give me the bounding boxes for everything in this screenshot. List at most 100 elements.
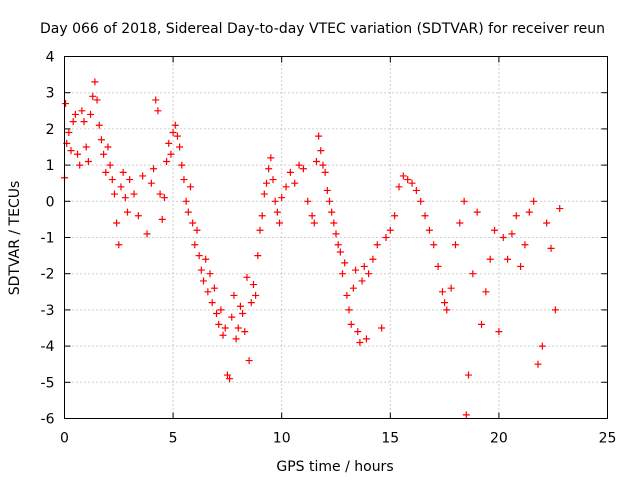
data-point xyxy=(362,335,370,343)
data-point xyxy=(97,136,105,144)
data-point xyxy=(530,197,538,205)
data-point xyxy=(139,172,147,180)
data-point xyxy=(243,273,251,281)
data-point xyxy=(184,208,192,216)
data-point xyxy=(260,190,268,198)
data-point xyxy=(310,219,318,227)
data-point xyxy=(273,208,281,216)
data-point xyxy=(154,107,162,115)
data-point xyxy=(547,244,555,252)
data-point xyxy=(464,371,472,379)
data-point xyxy=(115,241,123,249)
data-point xyxy=(408,179,416,187)
x-tick-label: 25 xyxy=(599,431,617,447)
data-point xyxy=(223,371,231,379)
data-point xyxy=(215,320,223,328)
data-point xyxy=(315,132,323,140)
data-point xyxy=(234,324,242,332)
data-point xyxy=(104,143,112,151)
data-point xyxy=(556,205,564,213)
x-axis-title: GPS time / hours xyxy=(276,459,393,475)
x-tick-label: 5 xyxy=(169,431,178,447)
data-point xyxy=(110,190,118,198)
y-tick-label: -4 xyxy=(41,339,55,355)
data-point xyxy=(180,176,188,184)
data-point xyxy=(102,168,110,176)
y-tick-label: -6 xyxy=(41,412,55,428)
data-point xyxy=(538,342,546,350)
data-point xyxy=(325,197,333,205)
data-point xyxy=(345,306,353,314)
data-point xyxy=(195,252,203,260)
data-point xyxy=(473,208,481,216)
data-point xyxy=(67,147,75,155)
y-tick-label: -1 xyxy=(41,231,55,247)
data-point xyxy=(308,212,316,220)
data-point xyxy=(462,411,470,419)
data-point xyxy=(169,129,177,137)
data-point xyxy=(232,335,240,343)
data-point xyxy=(126,176,134,184)
data-point xyxy=(534,360,542,368)
data-point xyxy=(62,100,70,108)
data-point xyxy=(517,262,525,270)
data-point xyxy=(247,299,255,307)
data-point xyxy=(512,212,520,220)
data-point xyxy=(69,118,77,126)
data-point xyxy=(365,270,373,278)
y-tick-label: 4 xyxy=(46,50,55,66)
data-point xyxy=(213,310,221,318)
data-point xyxy=(360,262,368,270)
data-point xyxy=(276,219,284,227)
data-point xyxy=(286,168,294,176)
data-point xyxy=(265,165,273,173)
data-point xyxy=(271,197,279,205)
data-point xyxy=(356,338,364,346)
data-point xyxy=(108,176,116,184)
data-point xyxy=(499,234,507,241)
x-tick-label: 20 xyxy=(490,431,508,447)
data-point xyxy=(113,219,121,227)
data-point xyxy=(249,281,257,289)
y-tick-label: 1 xyxy=(46,158,55,174)
data-point xyxy=(412,186,420,194)
data-point xyxy=(206,270,214,278)
data-point xyxy=(89,92,97,100)
x-tick-label: 0 xyxy=(60,431,69,447)
data-point xyxy=(163,157,171,165)
data-point xyxy=(91,78,99,86)
data-point xyxy=(258,212,266,220)
data-point xyxy=(291,179,299,187)
y-tick-label: 3 xyxy=(46,86,55,102)
data-point xyxy=(504,255,512,263)
data-point xyxy=(134,212,142,220)
x-tick-label: 15 xyxy=(381,431,399,447)
data-point xyxy=(491,226,499,234)
data-point xyxy=(210,284,218,292)
data-point xyxy=(339,270,347,278)
data-point xyxy=(87,110,95,118)
data-point xyxy=(156,190,164,198)
data-point xyxy=(328,208,336,216)
data-point xyxy=(525,208,533,216)
data-point xyxy=(378,324,386,332)
data-point xyxy=(160,194,168,202)
data-point xyxy=(438,288,446,296)
x-tick-label: 10 xyxy=(273,431,291,447)
data-point xyxy=(239,310,247,318)
data-point xyxy=(456,219,464,227)
plot-frame xyxy=(64,56,608,419)
data-point xyxy=(84,157,92,165)
data-point xyxy=(299,165,307,173)
data-point xyxy=(551,306,559,314)
data-point xyxy=(197,266,205,274)
data-point xyxy=(336,248,344,256)
data-point xyxy=(267,154,275,162)
data-point xyxy=(391,212,399,220)
data-point xyxy=(165,139,173,147)
data-point xyxy=(252,291,260,299)
data-point xyxy=(508,230,516,238)
data-point xyxy=(312,157,320,165)
chart-title: Day 066 of 2018, Sidereal Day-to-day VTE… xyxy=(40,21,605,37)
